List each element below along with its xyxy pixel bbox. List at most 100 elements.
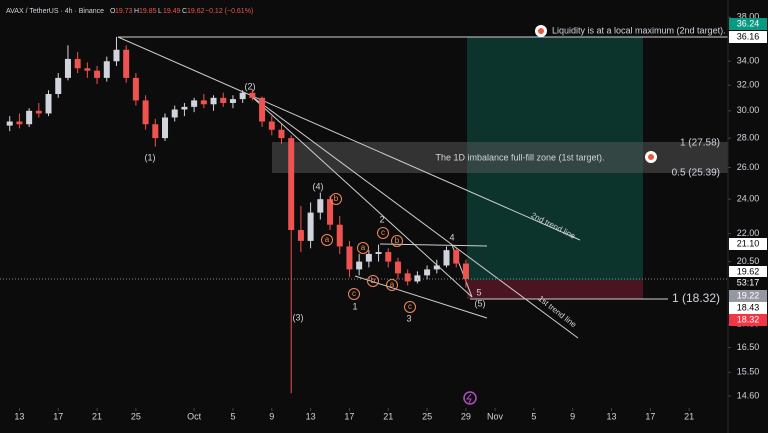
x-tick-label: 25 xyxy=(131,411,141,421)
price-label-box xyxy=(729,314,767,326)
candle-body xyxy=(64,58,71,78)
y-tick-label: 26.00 xyxy=(737,162,760,172)
x-tick-label: 17 xyxy=(53,411,63,421)
candle-body xyxy=(220,97,227,103)
candle-body xyxy=(385,252,392,262)
trend-line xyxy=(249,94,473,298)
candle-body xyxy=(278,129,285,139)
ohlc-key: C xyxy=(182,8,187,15)
change: −0.12 (−0.61%) xyxy=(205,8,253,15)
y-tick-label: 22.00 xyxy=(737,228,760,238)
annotation: (3) xyxy=(293,312,304,322)
annotation: 1 xyxy=(352,301,357,311)
candle-body xyxy=(375,252,382,254)
trend-line xyxy=(249,94,579,339)
wave-label: c xyxy=(408,302,412,311)
candle-body xyxy=(414,275,421,282)
ohlc-value: 19.73 xyxy=(115,8,133,15)
trend-line xyxy=(117,36,581,241)
annotation: 5 xyxy=(476,287,481,297)
drawings xyxy=(117,36,728,339)
candle-body xyxy=(35,110,42,114)
annotation: The 1D imbalance full-fill zone (1st tar… xyxy=(435,152,604,162)
candle-body xyxy=(424,269,431,276)
annotation: (4) xyxy=(313,181,324,191)
wave-circle xyxy=(330,193,342,205)
candle-body xyxy=(162,117,169,139)
price-label: 19.22 xyxy=(737,290,760,300)
candle-body xyxy=(404,273,411,282)
candle-body xyxy=(346,246,353,270)
candle-body xyxy=(103,61,110,78)
wave-circle xyxy=(391,235,403,247)
candle-body xyxy=(453,250,460,264)
candle-body xyxy=(200,100,207,105)
wedge-line xyxy=(354,275,488,319)
x-tick-label: 5 xyxy=(230,411,235,421)
wave-circle xyxy=(367,275,379,287)
candle-body xyxy=(297,230,304,241)
candle-body xyxy=(317,199,324,213)
x-tick-label: 9 xyxy=(269,411,274,421)
annotation: 0.5 (25.39) xyxy=(672,168,720,179)
stop-zone xyxy=(467,280,643,299)
x-tick-label: 13 xyxy=(607,411,617,421)
wave-label: b xyxy=(334,194,339,203)
y-tick-label: 20.50 xyxy=(737,256,760,266)
candle-body xyxy=(443,250,450,266)
candle-body xyxy=(229,99,236,103)
price-label: 18.43 xyxy=(737,302,760,312)
wave-label: a xyxy=(390,280,395,289)
price-label-box xyxy=(729,31,767,43)
event-icon xyxy=(463,391,477,405)
candle-body xyxy=(268,121,275,130)
ohlc-key: O xyxy=(110,8,116,15)
candle-body xyxy=(181,106,188,110)
ohlc-value: 19.85 xyxy=(139,8,157,15)
candle-body xyxy=(210,97,217,105)
wave-label: a xyxy=(361,243,366,252)
price-label-box xyxy=(729,238,767,250)
wave-circle xyxy=(386,279,398,291)
price-label: 19.62 xyxy=(737,266,760,276)
candle-body xyxy=(55,77,62,95)
annotation: (2) xyxy=(245,81,256,91)
annotation: 3 xyxy=(406,313,411,323)
x-tick-label: 13 xyxy=(306,411,316,421)
wave-label: b xyxy=(395,236,400,245)
y-tick-label: 24.00 xyxy=(737,194,760,204)
y-tick-label: 34.00 xyxy=(737,56,760,66)
candle-body xyxy=(288,138,295,231)
candle-body xyxy=(462,263,469,279)
wave-label: b xyxy=(371,276,376,285)
candle-body xyxy=(84,68,91,71)
candle-body xyxy=(142,100,149,125)
price-label: 53:17 xyxy=(737,277,760,287)
ohlc-value: 19.62 xyxy=(187,8,205,15)
y-tick-label: 14.60 xyxy=(737,390,760,400)
x-tick-label: 17 xyxy=(344,411,354,421)
wave-circle xyxy=(321,234,333,246)
y-tick-label: 28.00 xyxy=(737,133,760,143)
symbol: AVAX / TetherUS · 4h · Binance xyxy=(6,8,104,15)
wave-circle xyxy=(357,242,369,254)
price-label: 36.24 xyxy=(737,18,760,28)
ohlc-key: H xyxy=(134,8,139,15)
candle-body xyxy=(113,49,120,62)
candle-body xyxy=(132,77,139,101)
x-tick-label: 5 xyxy=(531,411,536,421)
x-tick-label: Oct xyxy=(187,411,202,421)
y-tick-label: 15.50 xyxy=(737,367,760,377)
x-tick-label: 29 xyxy=(461,411,471,421)
candle-body xyxy=(123,49,130,78)
y-tick-label: 30.00 xyxy=(737,105,760,115)
wave-circle xyxy=(377,227,389,239)
x-tick-label: 13 xyxy=(14,411,24,421)
candle-body xyxy=(45,94,52,114)
price-label: 21.10 xyxy=(737,238,760,248)
candle-body xyxy=(152,124,159,139)
annotation: (1) xyxy=(145,152,156,162)
ohlc: O 19.73 H 19.85 L 19.49 C 19.62 xyxy=(110,8,205,15)
candle-body xyxy=(94,70,101,78)
